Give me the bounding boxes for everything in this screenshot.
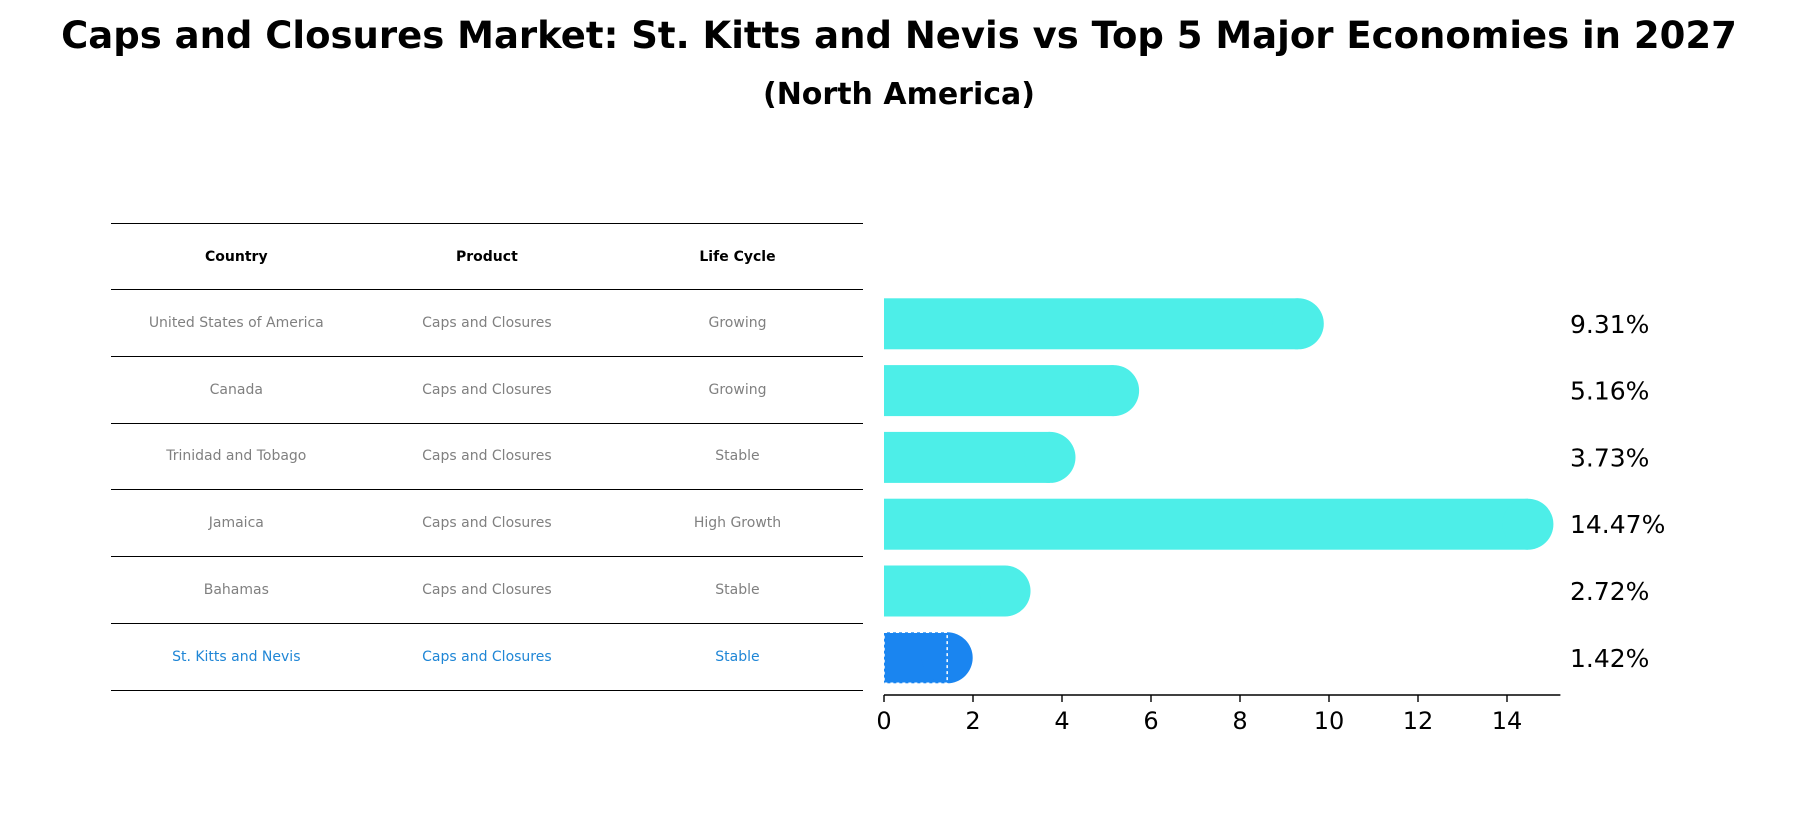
cell-life-cycle: Growing <box>708 314 767 331</box>
bar-value-label: 9.31% <box>1570 310 1649 339</box>
bar-end-cap <box>1272 298 1324 350</box>
cell-country: Trinidad and Tobago <box>166 448 307 465</box>
chart-subtitle: (North America) <box>762 77 1035 112</box>
cell-product: Caps and Closures <box>422 448 552 465</box>
data-table: Country Product Life Cycle United States… <box>111 223 863 691</box>
table-row: Jamaica Caps and Closures High Growth <box>111 490 863 558</box>
bar <box>884 365 1114 417</box>
bar <box>884 298 1299 350</box>
table-row: Canada Caps and Closures Growing <box>111 357 863 424</box>
bar-end-cap <box>1502 498 1554 550</box>
table-row-highlight: St. Kitts and Nevis Caps and Closures St… <box>111 624 863 691</box>
cell-product: Caps and Closures <box>422 314 552 331</box>
x-tick-label: 12 <box>1403 707 1434 735</box>
cell-country: United States of America <box>148 314 324 331</box>
header-life-cycle: Life Cycle <box>699 248 776 265</box>
x-tick-label: 6 <box>1143 707 1158 735</box>
bar-end-cap <box>921 632 973 684</box>
bar-end-cap <box>1088 365 1140 417</box>
table-row: United States of America Caps and Closur… <box>111 290 863 357</box>
cell-life-cycle: Stable <box>715 648 760 665</box>
cell-product: Caps and Closures <box>422 648 552 665</box>
table-header-row: Country Product Life Cycle <box>111 223 863 290</box>
cell-product: Caps and Closures <box>422 381 552 398</box>
bar-end-cap <box>979 565 1031 617</box>
cell-life-cycle: Stable <box>715 448 760 465</box>
x-tick-label: 0 <box>876 707 891 735</box>
header-product: Product <box>456 248 518 265</box>
cell-country: Canada <box>209 381 263 398</box>
cell-country: Jamaica <box>208 515 264 532</box>
bar-value-label: 1.42% <box>1570 644 1649 673</box>
table-row: Trinidad and Tobago Caps and Closures St… <box>111 424 863 491</box>
cell-product: Caps and Closures <box>422 582 552 599</box>
table-row: Bahamas Caps and Closures Stable <box>111 557 863 624</box>
cell-product: Caps and Closures <box>422 515 552 532</box>
x-tick-label: 10 <box>1314 707 1345 735</box>
cell-life-cycle: High Growth <box>693 515 782 532</box>
bar-value-label: 2.72% <box>1570 577 1649 606</box>
bar-highlight-outline <box>883 631 948 685</box>
x-tick-label: 8 <box>1232 707 1247 735</box>
bar-value-label: 3.73% <box>1570 443 1649 472</box>
cell-country: Bahamas <box>203 582 269 599</box>
chart-title: Caps and Closures Market: St. Kitts and … <box>61 14 1737 57</box>
bar-end-cap <box>1024 431 1076 483</box>
cell-life-cycle: Growing <box>708 381 767 398</box>
x-tick-label: 2 <box>965 707 980 735</box>
x-tick-label: 14 <box>1492 707 1523 735</box>
bar <box>884 431 1050 483</box>
cell-life-cycle: Stable <box>715 582 760 599</box>
cell-country: St. Kitts and Nevis <box>172 648 301 665</box>
bar-value-label: 14.47% <box>1570 510 1665 539</box>
bar-value-label: 5.16% <box>1570 377 1649 406</box>
header-country: Country <box>205 248 268 265</box>
x-tick-label: 4 <box>1054 707 1069 735</box>
bar <box>884 498 1528 550</box>
